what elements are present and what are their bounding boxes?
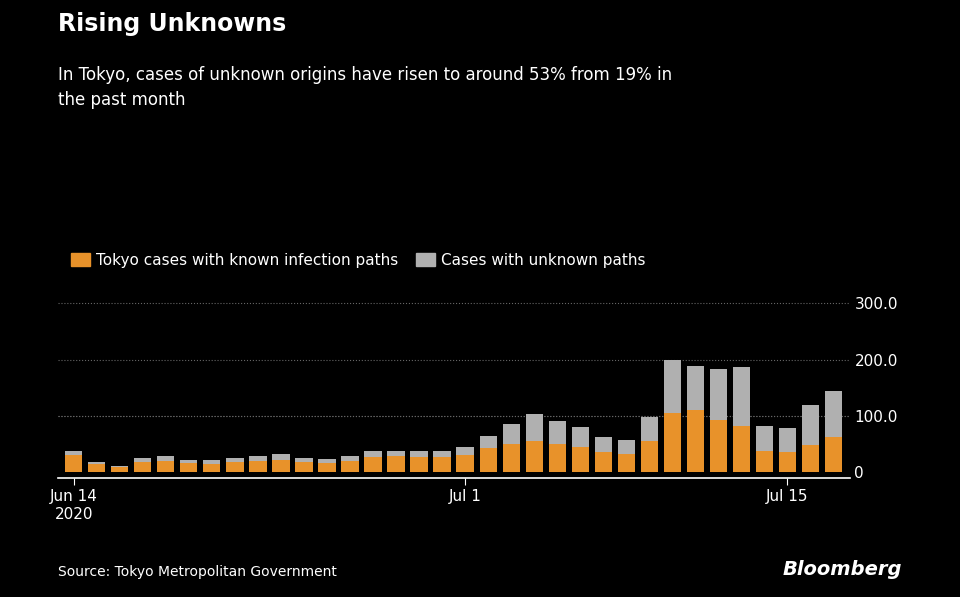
Bar: [411, 457, 428, 472]
Bar: [663, 359, 681, 413]
Bar: [342, 461, 359, 472]
Bar: [157, 461, 175, 472]
Bar: [456, 447, 473, 455]
Bar: [732, 426, 750, 472]
Bar: [594, 436, 612, 453]
Bar: [825, 437, 842, 472]
Bar: [779, 427, 796, 453]
Bar: [825, 391, 842, 437]
Bar: [180, 463, 198, 472]
Bar: [640, 441, 658, 472]
Bar: [365, 451, 382, 457]
Bar: [411, 451, 428, 457]
Text: In Tokyo, cases of unknown origins have risen to around 53% from 19% in
the past: In Tokyo, cases of unknown origins have …: [58, 66, 672, 109]
Bar: [434, 451, 451, 457]
Bar: [88, 464, 106, 472]
Bar: [479, 436, 496, 448]
Bar: [111, 466, 129, 467]
Bar: [640, 417, 658, 441]
Bar: [548, 444, 565, 472]
Bar: [227, 462, 244, 472]
Bar: [456, 455, 473, 472]
Bar: [319, 459, 336, 463]
Bar: [273, 454, 290, 460]
Bar: [273, 460, 290, 472]
Bar: [365, 457, 382, 472]
Bar: [779, 453, 796, 472]
Bar: [756, 426, 773, 451]
Bar: [250, 456, 267, 461]
Bar: [571, 447, 588, 472]
Bar: [525, 441, 542, 472]
Bar: [617, 440, 635, 454]
Text: Source: Tokyo Metropolitan Government: Source: Tokyo Metropolitan Government: [58, 565, 336, 579]
Bar: [732, 367, 750, 426]
Bar: [479, 448, 496, 472]
Bar: [296, 462, 313, 472]
Bar: [502, 424, 519, 444]
Bar: [134, 462, 152, 472]
Bar: [319, 463, 336, 472]
Bar: [157, 456, 175, 461]
Text: Rising Unknowns: Rising Unknowns: [58, 12, 286, 36]
Bar: [88, 462, 106, 464]
Bar: [65, 451, 83, 455]
Bar: [227, 458, 244, 462]
Bar: [686, 410, 704, 472]
Text: Bloomberg: Bloomberg: [783, 560, 902, 579]
Bar: [134, 458, 152, 462]
Bar: [525, 414, 542, 441]
Bar: [204, 463, 221, 472]
Bar: [571, 427, 588, 447]
Bar: [709, 420, 727, 472]
Bar: [250, 461, 267, 472]
Bar: [802, 445, 819, 472]
Bar: [617, 454, 635, 472]
Bar: [434, 457, 451, 472]
Bar: [180, 460, 198, 463]
Bar: [388, 456, 405, 472]
Bar: [204, 460, 221, 463]
Bar: [802, 405, 819, 445]
Bar: [686, 367, 704, 410]
Legend: Tokyo cases with known infection paths, Cases with unknown paths: Tokyo cases with known infection paths, …: [65, 247, 652, 273]
Bar: [594, 453, 612, 472]
Bar: [111, 467, 129, 472]
Bar: [663, 413, 681, 472]
Bar: [65, 455, 83, 472]
Bar: [388, 451, 405, 456]
Bar: [756, 451, 773, 472]
Bar: [548, 421, 565, 444]
Bar: [296, 458, 313, 462]
Bar: [502, 444, 519, 472]
Bar: [709, 368, 727, 420]
Bar: [342, 456, 359, 461]
